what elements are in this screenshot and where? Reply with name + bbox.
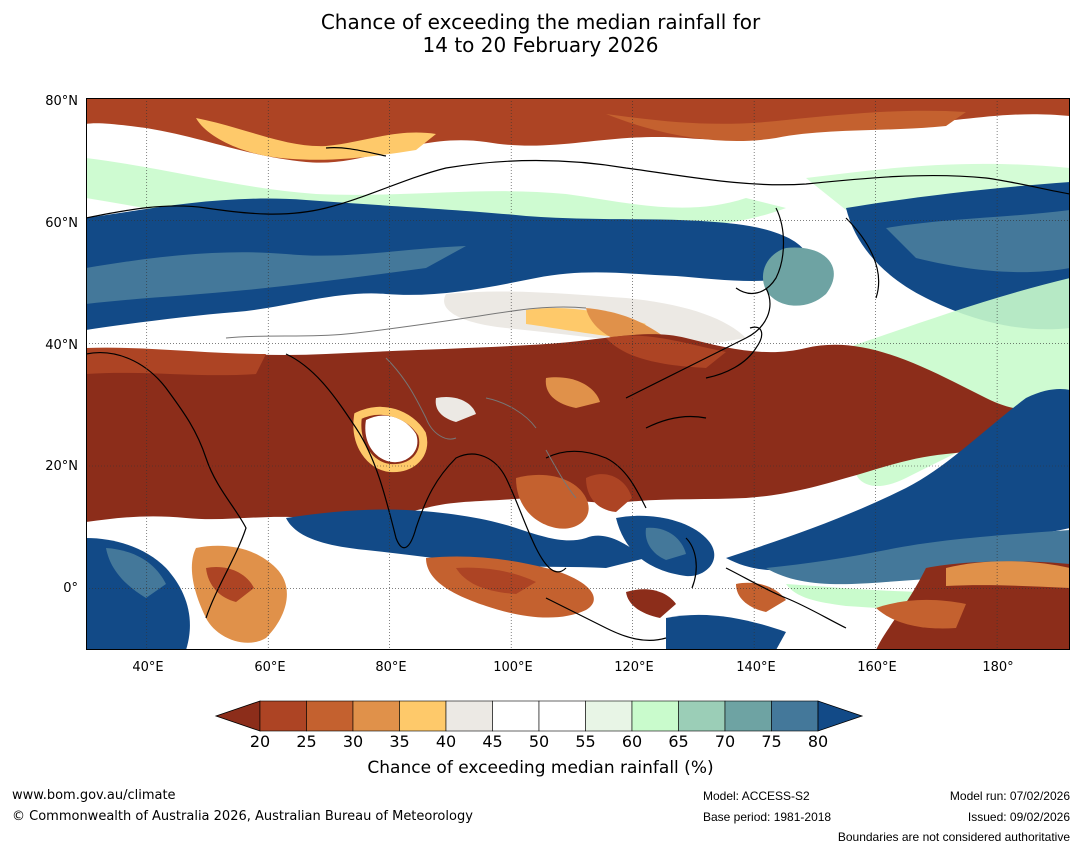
colorbar-segment [585, 700, 633, 732]
footer-base-period: Base period: 1981-2018 [703, 810, 832, 824]
region-indian-ocean-wet [286, 509, 646, 568]
region-siberia-wet [86, 198, 808, 330]
lat-label-60n: 60°N [45, 216, 78, 231]
colorbar-tick: 70 [714, 732, 736, 751]
footer-model: Model: ACCESS-S2 [703, 789, 810, 803]
colorbar-segment [771, 700, 819, 732]
lat-label-40n: 40°N [45, 338, 78, 353]
colorbar-segment [492, 700, 540, 732]
colorbar-tick: 30 [342, 732, 364, 751]
region-subtropical-dry [86, 334, 1070, 522]
lat-label-80n: 80°N [45, 94, 78, 109]
colorbar-tick: 20 [249, 732, 271, 751]
colorbar-tick: 60 [621, 732, 643, 751]
borders [225, 306, 587, 499]
colorbar-tick: 65 [668, 732, 689, 751]
colorbar-tick: 40 [435, 732, 457, 751]
colorbar-above-arrow [817, 700, 864, 732]
colorbar [214, 700, 864, 732]
colorbar-segment [306, 700, 354, 732]
footer-website: www.bom.gov.au/climate [12, 788, 176, 803]
colorbar-tick: 45 [482, 732, 503, 751]
footer-model-run: Model run: 07/02/2026 [949, 789, 1070, 803]
map-title-line-1: Chance of exceeding the median rainfall … [320, 10, 761, 34]
colorbar-tick: 50 [528, 732, 550, 751]
colorbar-tick: 35 [389, 732, 410, 751]
region-pacific-wet [726, 388, 1070, 571]
lon-label-80e: 80°E [375, 660, 407, 675]
colorbar-tick: 80 [807, 732, 829, 751]
lon-label-100e: 100°E [493, 660, 533, 675]
lon-label-160e: 160°E [857, 660, 897, 675]
colorbar-segment [538, 700, 586, 732]
colorbar-segment [259, 700, 307, 732]
lat-label-0: 0° [63, 581, 78, 596]
colorbar-tick: 55 [575, 732, 596, 751]
colorbar-label: Chance of exceeding median rainfall (%) [367, 758, 714, 778]
colorbar-segment [724, 700, 772, 732]
colorbar-tick: 25 [296, 732, 317, 751]
colorbar-tick: 75 [761, 732, 782, 751]
colorbar-segment [678, 700, 726, 732]
gridlines [86, 98, 1070, 650]
lat-label-20n: 20°N [45, 459, 78, 474]
map-title-line-2: 14 to 20 February 2026 [422, 33, 659, 57]
colorbar-segment [399, 700, 447, 732]
colorbar-segment [445, 700, 493, 732]
colorbar-segment [352, 700, 400, 732]
rainfall-probability-map [86, 98, 1070, 650]
coastlines [86, 147, 1070, 641]
footer-issued: Issued: 09/02/2026 [967, 810, 1070, 824]
lon-label-120e: 120°E [614, 660, 654, 675]
lon-label-180: 180° [982, 660, 1014, 675]
lon-label-40e: 40°E [132, 660, 164, 675]
colorbar-segment [631, 700, 679, 732]
lon-label-60e: 60°E [254, 660, 286, 675]
lon-label-140e: 140°E [736, 660, 776, 675]
footer-copyright: © Commonwealth of Australia 2026, Austra… [12, 809, 473, 824]
footer-disclaimer: Boundaries are not considered authoritat… [837, 830, 1070, 844]
colorbar-below-arrow [214, 700, 261, 732]
